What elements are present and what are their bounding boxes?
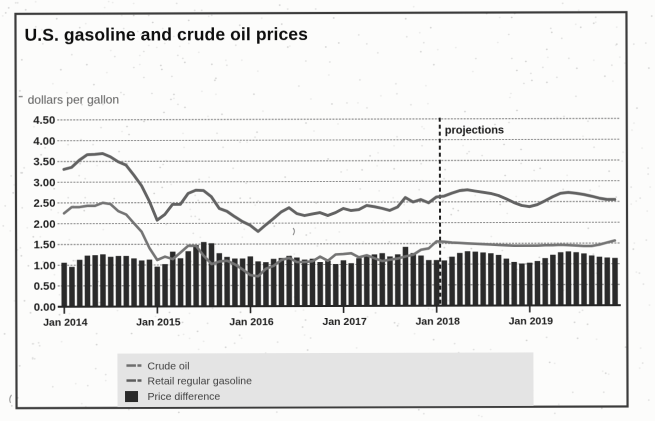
svg-text:Jan 2019: Jan 2019 [509, 316, 554, 328]
svg-text:Price difference: Price difference [148, 391, 221, 403]
svg-text:2.50: 2.50 [33, 198, 55, 210]
svg-text:projections: projections [445, 125, 504, 137]
svg-text:Jan 2017: Jan 2017 [322, 316, 367, 328]
svg-text:4.00: 4.00 [33, 136, 55, 148]
svg-text:1.00: 1.00 [34, 260, 56, 272]
svg-text:Jan 2016: Jan 2016 [229, 317, 274, 329]
svg-text:Crude oil: Crude oil [147, 361, 189, 373]
svg-text:3.00: 3.00 [33, 177, 55, 189]
svg-text:4.50: 4.50 [33, 115, 55, 127]
svg-text:3.50: 3.50 [33, 157, 55, 169]
svg-text:Jan 2015: Jan 2015 [136, 317, 181, 329]
svg-text:Jan 2014: Jan 2014 [43, 317, 88, 329]
svg-text:Jan 2018: Jan 2018 [416, 316, 461, 328]
svg-text:Retail regular gasoline: Retail regular gasoline [147, 376, 252, 388]
svg-text:2.00: 2.00 [34, 219, 56, 231]
svg-text:0.00: 0.00 [34, 302, 56, 314]
svg-text:1.50: 1.50 [34, 240, 56, 252]
svg-text:0.50: 0.50 [34, 281, 56, 293]
